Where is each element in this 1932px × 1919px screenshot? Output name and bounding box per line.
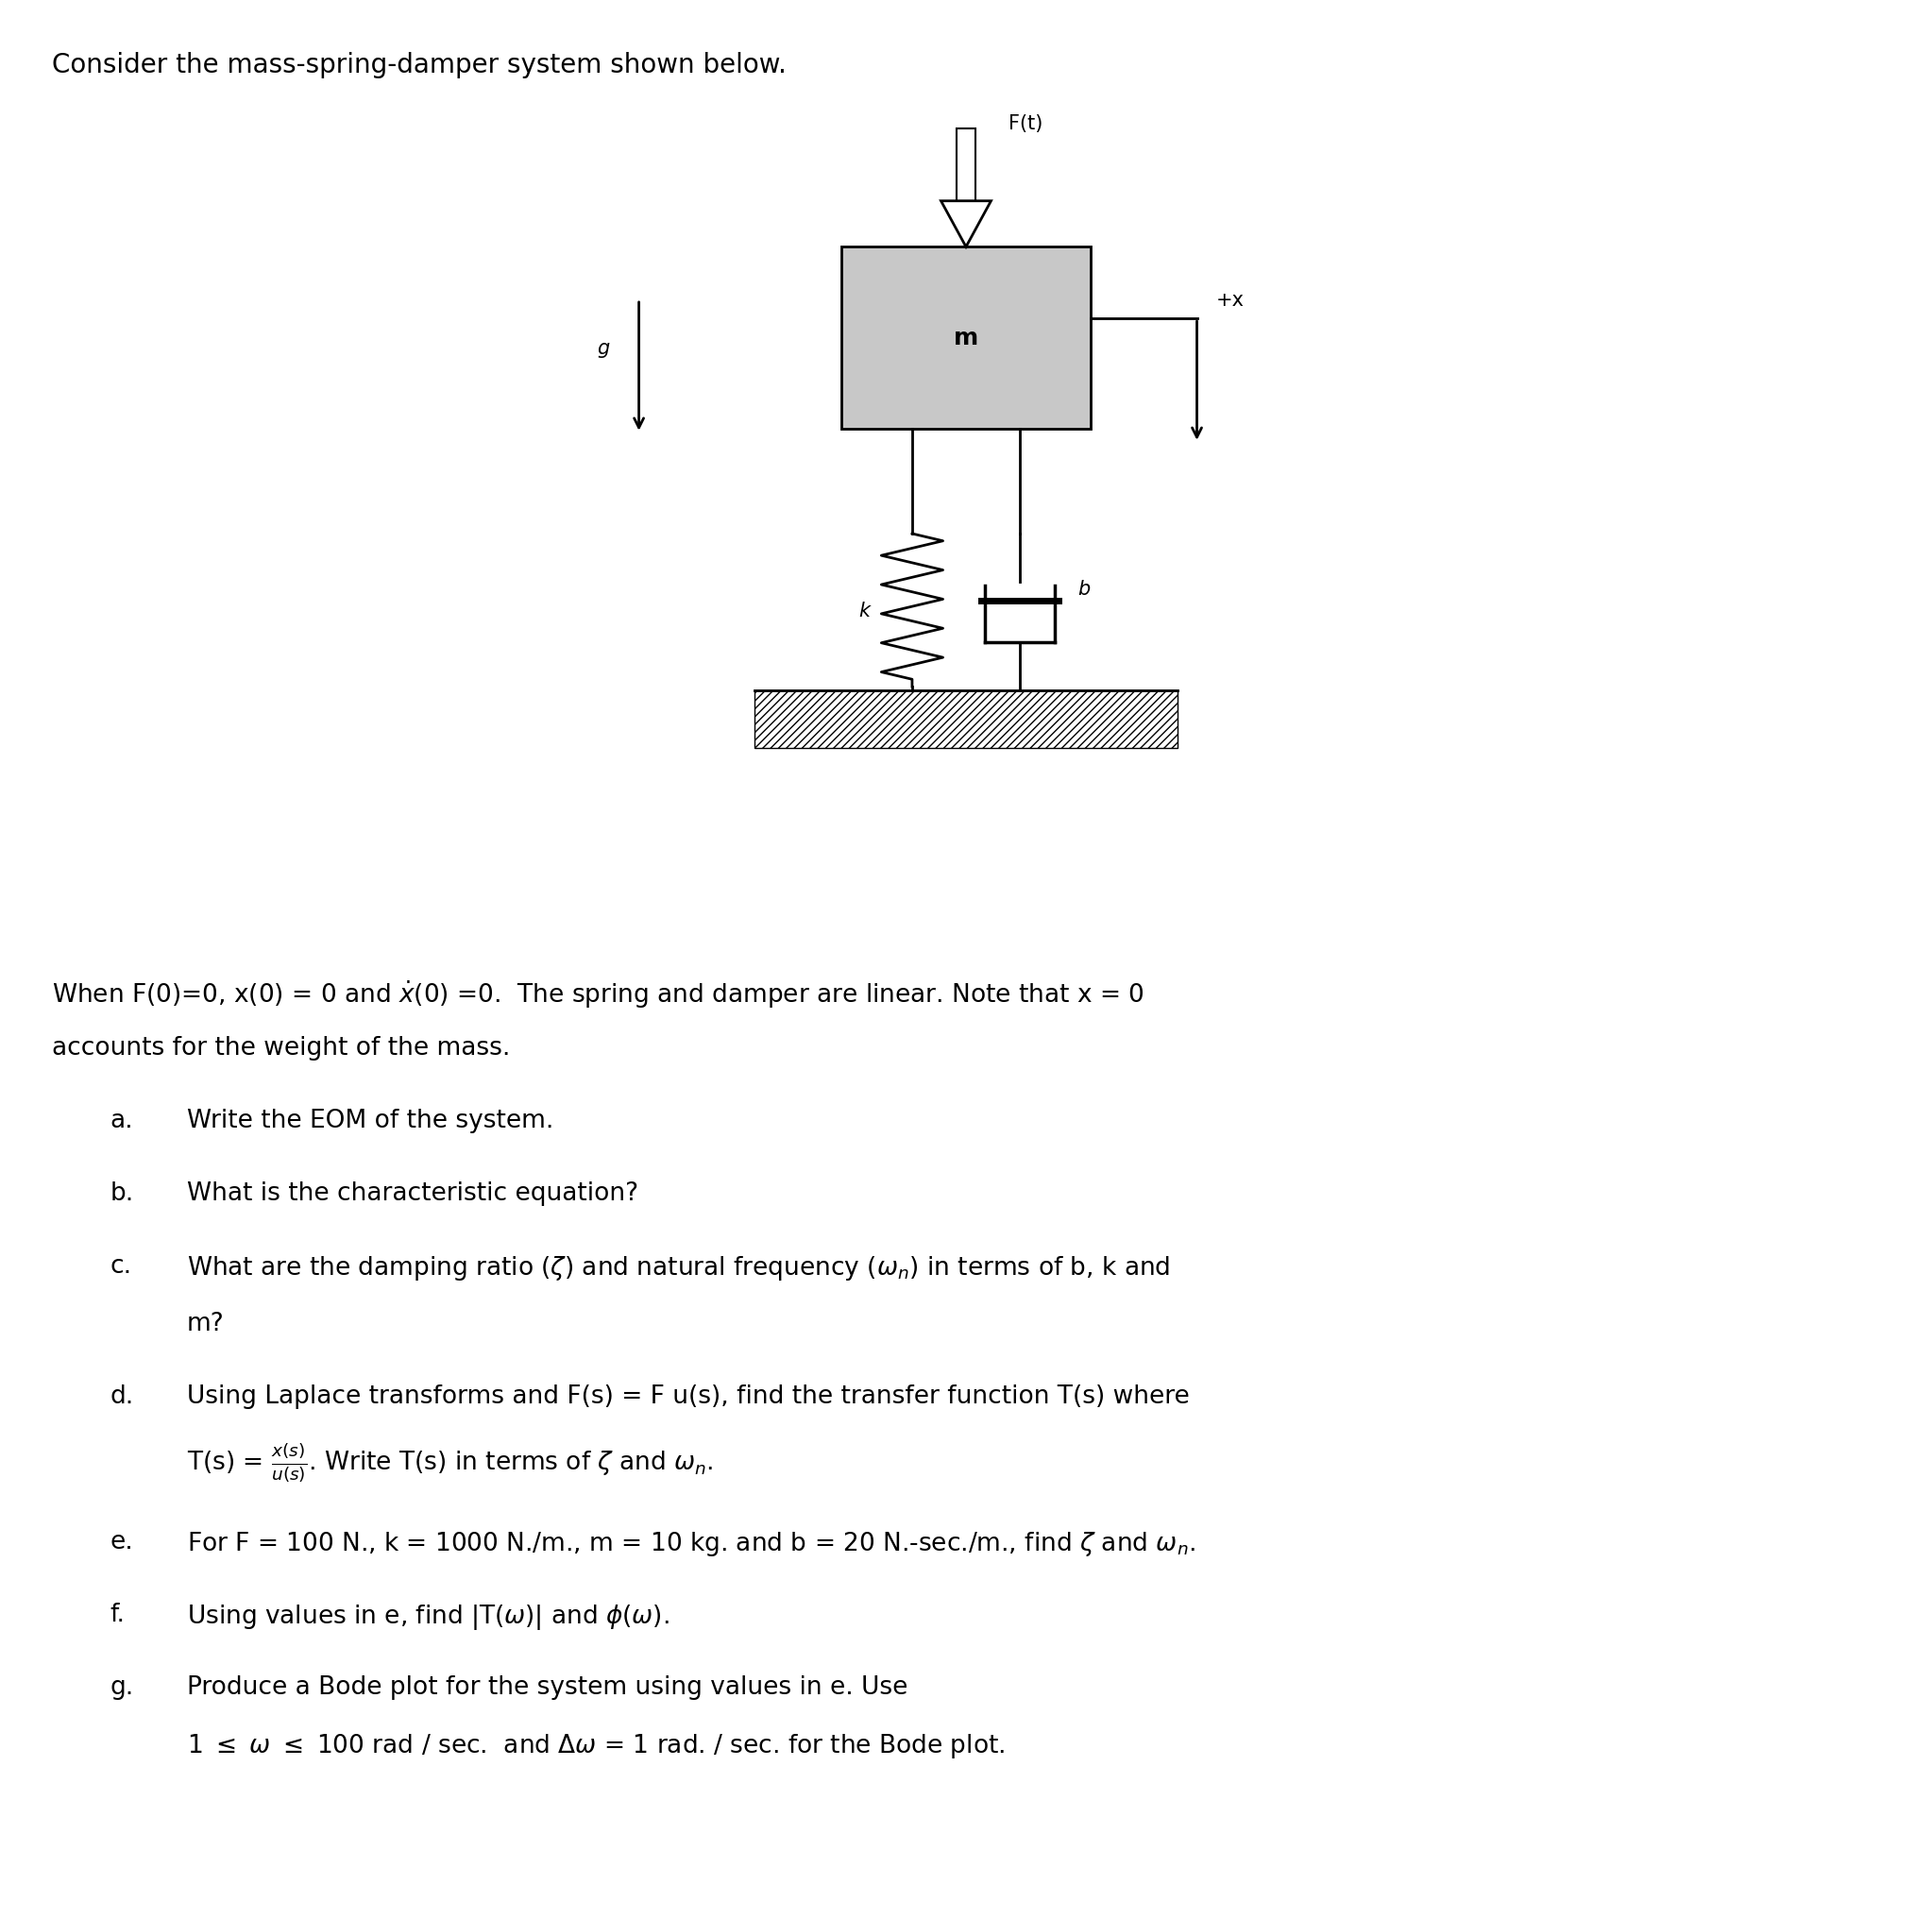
Text: Using Laplace transforms and F(s) = F u(s), find the transfer function T(s) wher: Using Laplace transforms and F(s) = F u(… — [187, 1384, 1190, 1409]
Text: b.: b. — [110, 1182, 133, 1205]
Text: T(s) = $\frac{x(s)}{u(s)}$. Write T(s) in terms of $\zeta$ and $\omega_n$.: T(s) = $\frac{x(s)}{u(s)}$. Write T(s) i… — [187, 1441, 713, 1483]
Text: When F(0)=0, x(0) = 0 and $\dot{x}$(0) =0.  The spring and damper are linear. No: When F(0)=0, x(0) = 0 and $\dot{x}$(0) =… — [52, 979, 1144, 1009]
Text: d.: d. — [110, 1384, 133, 1409]
Text: c.: c. — [110, 1253, 131, 1278]
Text: 1 $\leq$ $\omega$ $\leq$ 100 rad / sec.  and $\Delta\omega$ = 1 rad. / sec. for : 1 $\leq$ $\omega$ $\leq$ 100 rad / sec. … — [187, 1731, 1005, 1760]
Text: f.: f. — [110, 1602, 126, 1625]
Text: e.: e. — [110, 1529, 133, 1554]
Text: g.: g. — [110, 1673, 133, 1698]
Text: b: b — [1078, 580, 1090, 599]
Text: What are the damping ratio ($\zeta$) and natural frequency ($\omega_n$) in terms: What are the damping ratio ($\zeta$) and… — [187, 1253, 1171, 1282]
Text: a.: a. — [110, 1109, 133, 1132]
Text: m?: m? — [187, 1311, 224, 1336]
Text: +x: +x — [1215, 292, 1244, 309]
Text: Produce a Bode plot for the system using values in e. Use: Produce a Bode plot for the system using… — [187, 1673, 908, 1698]
Text: k: k — [858, 601, 869, 620]
Bar — [956, 129, 976, 201]
Text: F(t): F(t) — [1009, 113, 1043, 132]
Text: accounts for the weight of the mass.: accounts for the weight of the mass. — [52, 1036, 510, 1061]
Text: Consider the mass-spring-damper system shown below.: Consider the mass-spring-damper system s… — [52, 52, 786, 79]
Bar — [840, 248, 1092, 430]
Polygon shape — [941, 201, 991, 248]
Bar — [753, 691, 1179, 748]
Text: Using values in e, find $|$T($\omega$)$|$ and $\phi$($\omega$).: Using values in e, find $|$T($\omega$)$|… — [187, 1602, 668, 1631]
Text: m: m — [954, 326, 978, 349]
Text: g: g — [597, 338, 611, 357]
Text: What is the characteristic equation?: What is the characteristic equation? — [187, 1182, 638, 1205]
Text: For F = 100 N., k = 1000 N./m., m = 10 kg. and b = 20 N.-sec./m., find $\zeta$ a: For F = 100 N., k = 1000 N./m., m = 10 k… — [187, 1529, 1196, 1558]
Text: Write the EOM of the system.: Write the EOM of the system. — [187, 1109, 553, 1132]
